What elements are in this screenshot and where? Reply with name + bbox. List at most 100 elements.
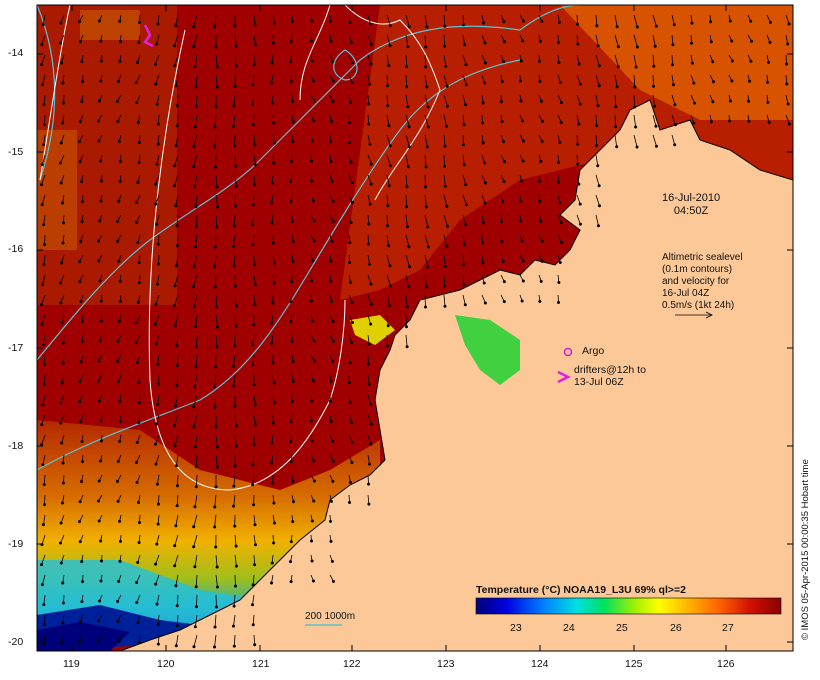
velocity-arrow <box>214 634 217 647</box>
velocity-arrow-head <box>577 122 581 126</box>
velocity-arrow-head <box>270 81 274 85</box>
velocity-arrow <box>405 74 408 87</box>
velocity-arrow-head <box>173 164 177 168</box>
velocity-arrow-head <box>42 223 46 227</box>
colorbar <box>475 597 782 615</box>
velocity-arrow-head <box>97 619 101 623</box>
velocity-arrow-head <box>213 505 217 509</box>
velocity-arrow-head <box>424 305 428 309</box>
velocity-arrow <box>43 514 46 525</box>
velocity-arrow-head <box>42 483 46 487</box>
velocity-arrow-head <box>289 540 293 544</box>
velocity-arrow <box>614 14 618 27</box>
velocity-arrow <box>367 274 372 285</box>
velocity-arrow <box>174 294 179 306</box>
velocity-arrow-head <box>78 280 82 284</box>
velocity-arrow-head <box>519 59 523 63</box>
velocity-arrow-head <box>118 539 122 543</box>
velocity-arrow-head <box>368 22 372 26</box>
velocity-arrow-head <box>137 161 141 165</box>
velocity-arrow <box>652 74 654 87</box>
velocity-arrow-head <box>464 183 468 187</box>
legend-line-1: (0.1m contours) <box>662 264 733 275</box>
velocity-arrow-head <box>193 185 197 189</box>
velocity-arrow <box>176 594 179 606</box>
velocity-arrow-head <box>369 442 373 446</box>
velocity-arrow-head <box>692 81 696 85</box>
velocity-arrow-head <box>730 79 734 83</box>
velocity-arrow <box>405 214 408 227</box>
velocity-arrow-head <box>193 65 197 69</box>
velocity-arrow <box>155 294 160 305</box>
velocity-arrow-head <box>424 65 428 69</box>
velocity-arrow-head <box>521 159 525 163</box>
velocity-arrow-head <box>135 601 139 605</box>
velocity-arrow <box>595 54 600 66</box>
velocity-arrow-head <box>61 121 65 125</box>
velocity-arrow-head <box>116 239 120 243</box>
velocity-arrow-head <box>117 379 121 383</box>
velocity-arrow-head <box>118 299 122 303</box>
velocity-arrow <box>156 34 160 45</box>
velocity-arrow <box>41 194 46 205</box>
velocity-arrow <box>671 74 674 85</box>
velocity-arrow <box>671 94 676 105</box>
velocity-arrow-head <box>192 265 196 269</box>
velocity-arrow-head <box>291 520 295 524</box>
velocity-arrow-head <box>42 363 46 367</box>
velocity-arrow-head <box>386 104 390 108</box>
velocity-arrow-head <box>137 401 141 405</box>
velocity-arrow-head <box>213 405 217 409</box>
velocity-arrow-head <box>136 241 140 245</box>
velocity-arrow-head <box>79 240 83 244</box>
velocity-arrow-head <box>291 120 295 124</box>
velocity-arrow-head <box>78 400 82 404</box>
velocity-arrow-head <box>155 542 159 546</box>
velocity-arrow-head <box>692 121 696 125</box>
velocity-arrow-head <box>406 105 410 109</box>
velocity-arrow-head <box>118 159 122 163</box>
velocity-arrow <box>215 574 218 587</box>
velocity-arrow <box>253 554 255 565</box>
velocity-arrow-head <box>78 640 82 644</box>
velocity-arrow <box>214 394 217 407</box>
velocity-arrow-head <box>749 39 753 43</box>
velocity-arrow-head <box>194 465 198 469</box>
velocity-arrow-head <box>367 502 371 506</box>
velocity-arrow <box>233 114 236 127</box>
velocity-arrow <box>42 394 46 405</box>
velocity-arrow-head <box>462 283 466 287</box>
velocity-arrow <box>155 54 160 65</box>
velocity-arrow-head <box>407 125 411 129</box>
velocity-arrow <box>215 174 218 187</box>
velocity-arrow-head <box>596 104 600 108</box>
velocity-arrow-head <box>270 441 274 445</box>
velocity-arrow <box>175 14 179 26</box>
velocity-arrow-head <box>135 201 139 205</box>
velocity-arrow-head <box>349 220 353 224</box>
lat-label-14: -14 <box>8 47 24 59</box>
velocity-arrow-head <box>194 365 198 369</box>
velocity-arrow-head <box>78 520 82 524</box>
velocity-arrow-head <box>673 123 677 127</box>
velocity-arrow <box>576 134 579 145</box>
velocity-arrow-head <box>350 440 354 444</box>
velocity-arrow-head <box>40 323 44 327</box>
velocity-arrow-head <box>98 159 102 163</box>
velocity-arrow-head <box>97 499 101 503</box>
velocity-arrow-head <box>426 245 430 249</box>
velocity-arrow-head <box>426 105 430 109</box>
velocity-arrow <box>405 254 410 267</box>
velocity-arrow-head <box>502 160 506 164</box>
velocity-arrow <box>155 454 160 465</box>
velocity-arrow-head <box>291 240 295 244</box>
velocity-arrow-head <box>118 39 122 43</box>
velocity-arrow-head <box>174 204 178 208</box>
velocity-arrow <box>576 154 579 165</box>
velocity-arrow <box>462 134 464 145</box>
velocity-arrow-head <box>156 382 160 386</box>
velocity-arrow-head <box>653 104 657 108</box>
velocity-arrow-head <box>388 264 392 268</box>
velocity-arrow-head <box>538 79 542 83</box>
land <box>120 5 793 651</box>
